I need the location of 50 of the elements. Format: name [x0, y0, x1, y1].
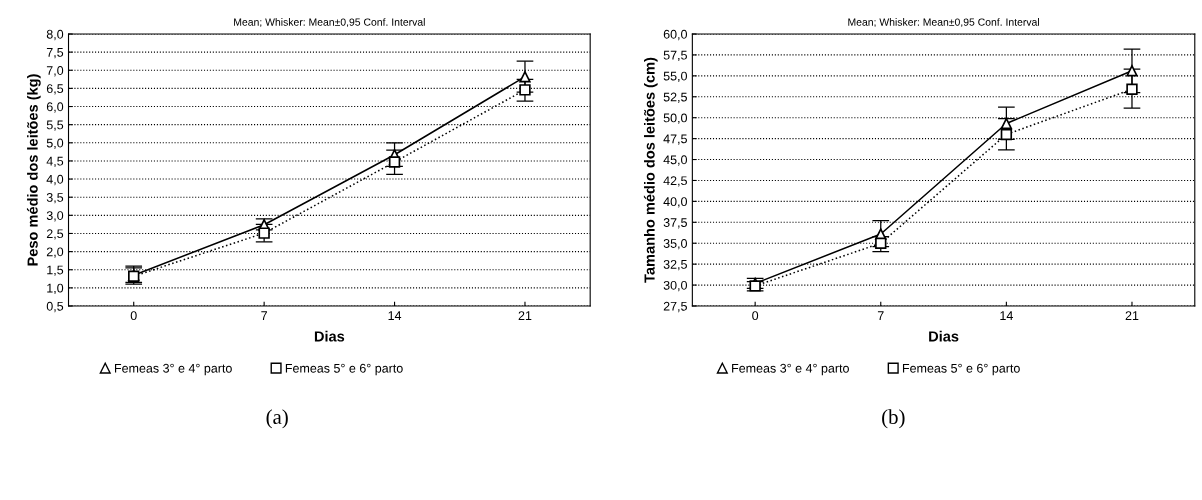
y-tick-label: 55,0 — [663, 71, 687, 82]
text: (a) — [266, 409, 288, 429]
y-tick-label: 57,5 — [663, 50, 687, 62]
y-tick-label: 2,0 — [46, 247, 64, 258]
y-tick-label: 47,5 — [663, 134, 687, 145]
y-tick-label: 7,0 — [46, 66, 64, 77]
y-tick-label: 4,5 — [46, 156, 64, 168]
y-tick-label: 8,0 — [46, 29, 64, 41]
y-axis-title: Tamanho médio dos leitões (cm) — [643, 57, 658, 283]
y-tick-label: 50,0 — [663, 113, 687, 124]
y-tick-label: 1,5 — [47, 265, 64, 276]
y-tick-label: 37,5 — [663, 218, 687, 229]
legend-label: Femeas 5° e 6° parto — [285, 363, 403, 376]
x-tick-label: 0 — [752, 311, 759, 321]
y-tick-label: 52,5 — [663, 92, 687, 103]
y-tick-label: 5,0 — [46, 138, 64, 149]
y-tick-label: 60,0 — [663, 29, 687, 41]
y-tick-label: 40,0 — [663, 197, 687, 208]
x-tick-label: 0 — [130, 311, 137, 321]
x-tick-label: 7 — [877, 311, 884, 320]
y-tick-label: 27,5 — [663, 301, 687, 313]
y-tick-label: 3,0 — [46, 211, 64, 222]
y-tick-label: 1,0 — [47, 283, 64, 294]
y-tick-label: 30,0 — [663, 280, 687, 292]
x-tick-label: 14 — [388, 311, 402, 320]
y-tick-label: 3,5 — [46, 193, 64, 204]
y-tick-label: 42,5 — [663, 176, 687, 187]
y-tick-label: 35,0 — [663, 239, 687, 250]
x-tick-label: 21 — [1125, 311, 1139, 320]
y-tick-label: 45,0 — [663, 155, 687, 166]
y-tick-label: 4,0 — [46, 174, 64, 186]
chart-title: Mean; Whisker: Mean±0,95 Conf. Interval — [234, 18, 425, 27]
x-axis-title: Dias — [929, 330, 959, 342]
y-tick-label: 7,5 — [46, 48, 64, 59]
y-tick-label: 6,0 — [46, 102, 64, 113]
x-axis-title: Dias — [314, 330, 345, 342]
x-tick-label: 14 — [1000, 311, 1013, 320]
legend-label: Femeas 3° e 4° parto — [732, 363, 849, 376]
y-axis-title: Peso médio dos leitões (kg) — [26, 74, 41, 266]
x-tick-label: 21 — [518, 311, 532, 320]
legend-label: Femeas 3° e 4° parto — [114, 363, 232, 376]
legend-label: Femeas 5° e 6° parto — [902, 363, 1020, 376]
chart-title: Mean; Whisker: Mean±0,95 Conf. Interval — [848, 18, 1039, 27]
y-tick-label: 32,5 — [663, 259, 687, 271]
text: (b) — [882, 409, 905, 429]
y-tick-label: 0,5 — [46, 301, 64, 313]
y-tick-label: 2,5 — [46, 229, 64, 240]
y-tick-label: 6,5 — [46, 84, 64, 95]
x-tick-label: 7 — [261, 311, 267, 320]
y-tick-label: 5,5 — [46, 120, 64, 131]
